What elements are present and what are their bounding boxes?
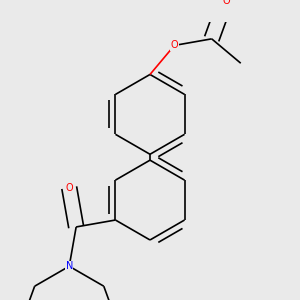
Text: O: O — [171, 40, 178, 50]
Text: O: O — [65, 183, 73, 193]
Text: O: O — [223, 0, 230, 7]
Text: N: N — [65, 261, 73, 271]
